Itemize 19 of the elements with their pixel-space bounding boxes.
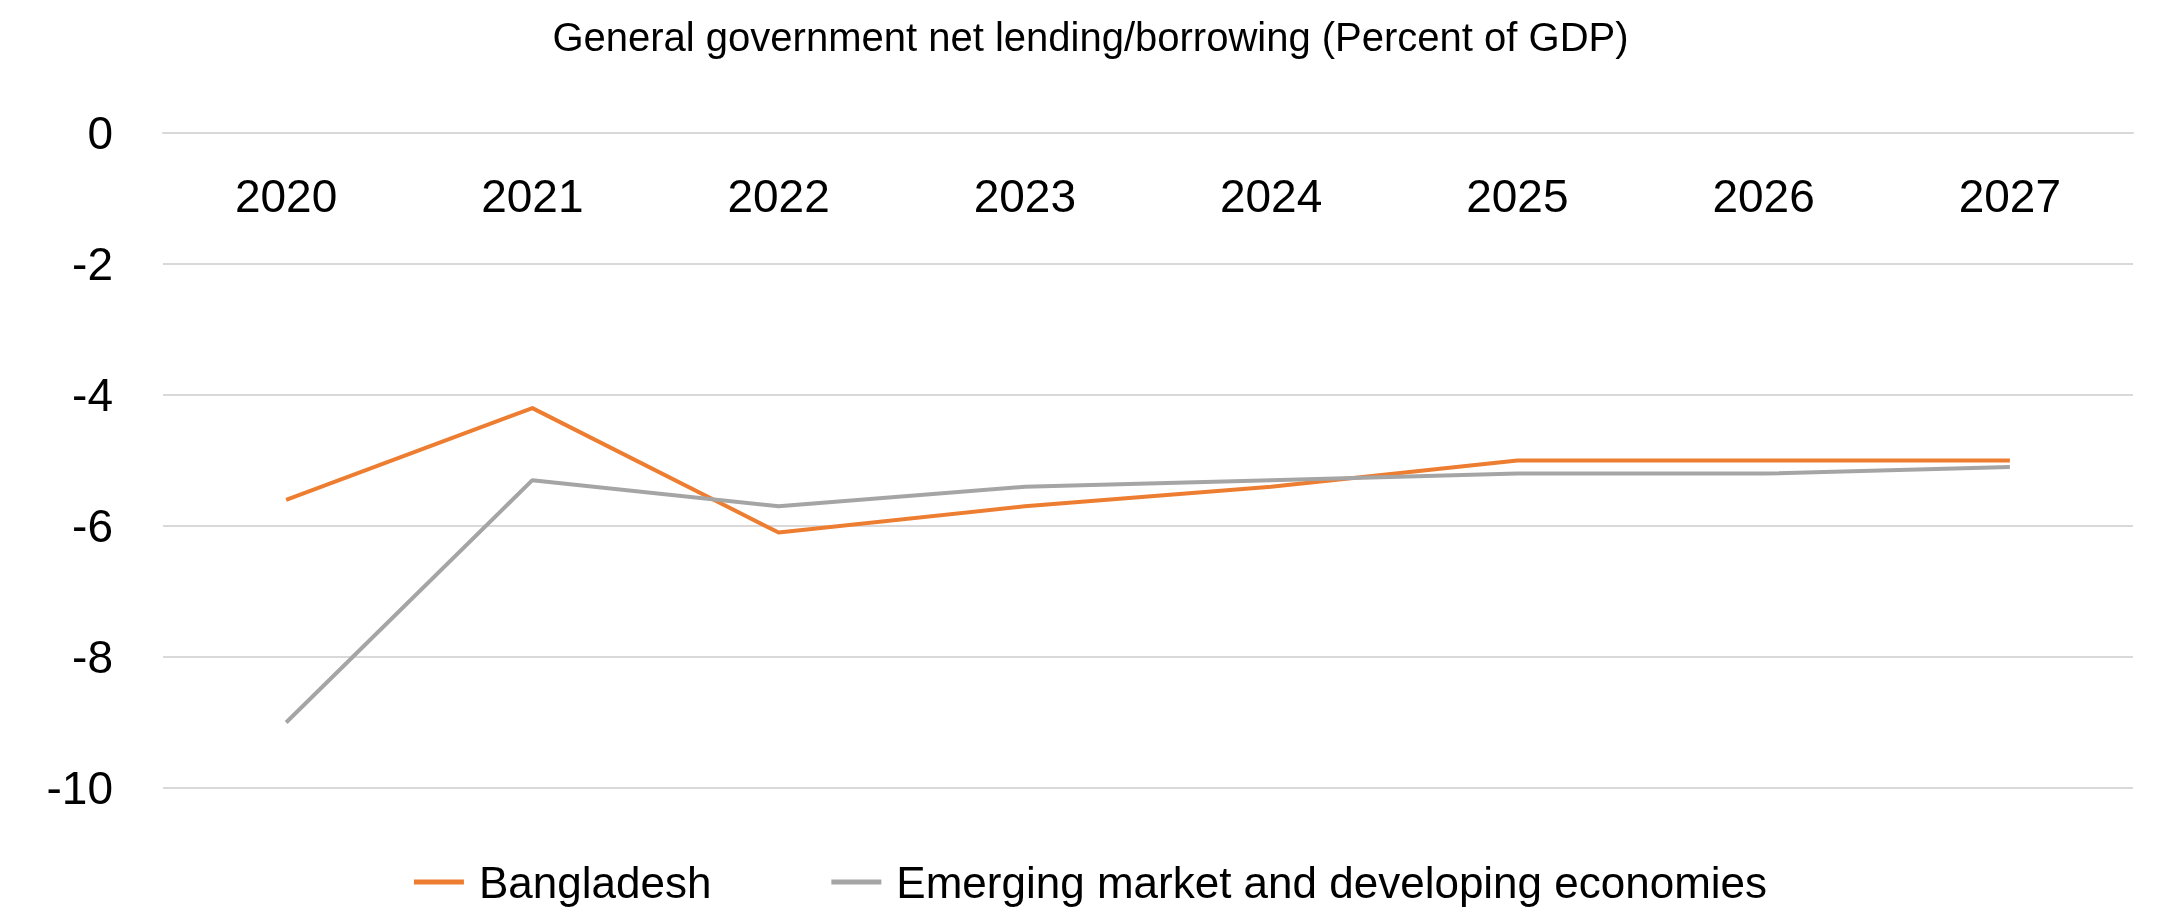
chart-title: General government net lending/borrowing (Percent of GDP) (552, 15, 1629, 59)
x-tick-label: 2021 (481, 170, 584, 222)
y-tick-label: -10 (46, 762, 113, 814)
legend-label: Emerging market and developing economies (896, 857, 1768, 907)
y-tick-label: -8 (72, 631, 113, 683)
y-tick-label: -2 (72, 238, 113, 290)
line-series (284, 406, 2012, 535)
x-tick-label: 2022 (727, 170, 830, 222)
y-tick-label: -4 (72, 369, 113, 421)
y-tick-label: -6 (72, 500, 113, 552)
x-tick-label: 2020 (234, 170, 338, 222)
x-tick-label: 2024 (1219, 170, 1323, 222)
x-tick-label: 2023 (973, 170, 1077, 222)
legend-label: Bangladesh (478, 857, 712, 907)
y-tick-label: 0 (87, 107, 113, 159)
line-series (284, 465, 2012, 725)
x-tick-label: 2025 (1466, 170, 1569, 222)
x-tick-label: 2027 (1958, 170, 2062, 222)
x-tick-label: 2026 (1712, 170, 1815, 222)
